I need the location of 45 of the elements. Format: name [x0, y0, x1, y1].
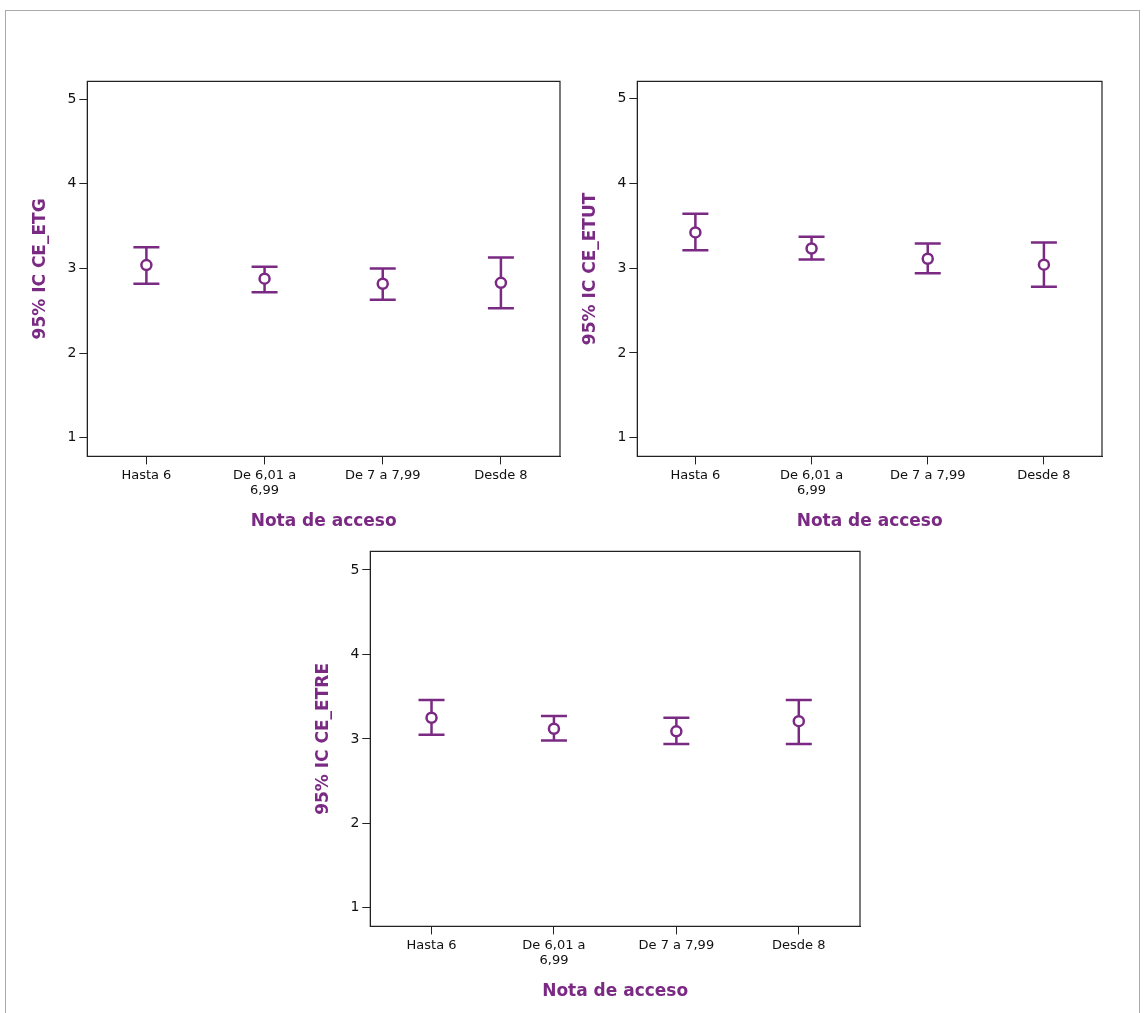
y-tick-label: 2	[67, 343, 77, 360]
point	[258, 272, 271, 285]
x-axis-title: Nota de acceso	[250, 510, 397, 531]
point	[140, 258, 153, 272]
point	[547, 722, 561, 736]
y-tick-label: 5	[67, 89, 77, 106]
point	[689, 226, 702, 239]
y-axis-title: 95% IC CE_ETRE	[311, 662, 332, 815]
x-tick-label: De 6,01 a 6,99	[522, 936, 586, 968]
x-axis-title: Nota de acceso	[796, 510, 943, 531]
y-tick-label: 3	[350, 729, 360, 746]
y-axis-title: 95% IC CE_ETUT	[578, 192, 599, 346]
x-tick-label: Hasta 6	[406, 936, 457, 952]
y-tick-label: 5	[617, 89, 627, 106]
x-tick-label: De 6,01 a 6,99	[232, 466, 297, 498]
point	[805, 242, 818, 255]
y-tick-label: 5	[350, 560, 360, 577]
y-tick-label: 4	[67, 174, 77, 191]
point	[792, 714, 806, 728]
y-tick-label: 1	[67, 428, 77, 445]
point	[494, 276, 508, 290]
y-tick-label: 4	[617, 173, 627, 190]
point	[1037, 258, 1051, 271]
x-tick-label: De 7 a 7,99	[638, 936, 715, 952]
y-tick-label: 1	[617, 428, 627, 445]
x-axis-title: Nota de acceso	[542, 980, 689, 1001]
point	[921, 252, 934, 265]
y-tick-label: 4	[350, 645, 360, 662]
x-tick-label: Hasta 6	[670, 466, 721, 482]
y-axis-title: 95% IC CE_ETG	[28, 198, 49, 340]
point	[376, 277, 389, 290]
y-tick-label: 2	[617, 343, 627, 360]
x-tick-label: Desde 8	[1017, 466, 1071, 482]
x-tick-label: Desde 8	[474, 466, 528, 482]
x-tick-label: De 6,01 a 6,99	[779, 466, 844, 498]
point	[425, 711, 438, 725]
x-tick-label: Hasta 6	[121, 466, 172, 482]
y-tick-label: 3	[617, 258, 627, 275]
x-tick-label: De 7 a 7,99	[889, 466, 966, 482]
x-tick-label: De 7 a 7,99	[344, 466, 421, 482]
y-tick-label: 2	[350, 814, 360, 830]
y-tick-label: 1	[350, 898, 360, 915]
point	[670, 725, 683, 738]
x-tick-label: Desde 8	[772, 936, 826, 952]
y-tick-label: 3	[67, 259, 77, 276]
